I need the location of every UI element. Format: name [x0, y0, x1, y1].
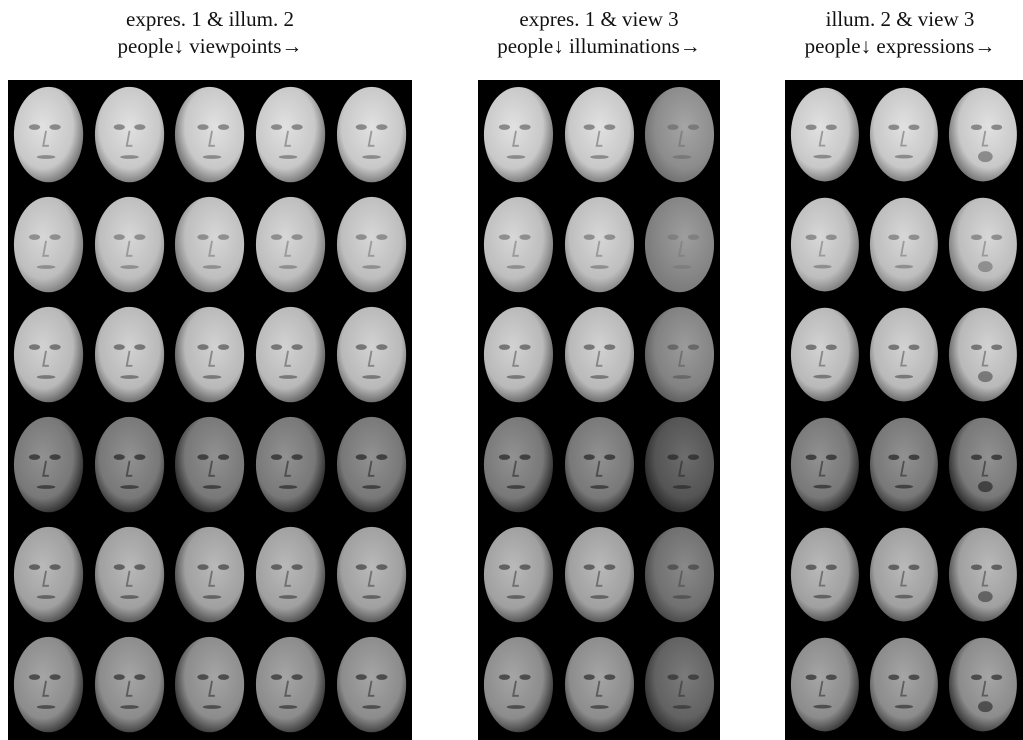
face-image-r5-c1 — [13, 527, 84, 623]
caption-expressions-line2: people↓ expressions→ — [804, 34, 996, 58]
face-image-r3-c2 — [94, 307, 164, 403]
face-image-r3-c3 — [949, 308, 1018, 402]
face-image-r4-c1 — [483, 417, 553, 513]
face-image-r3-c4 — [256, 307, 326, 403]
face-image-r6-c3 — [645, 637, 715, 733]
face-image-r1-c3 — [645, 87, 715, 183]
face-image-r5-c5 — [336, 527, 407, 623]
face-image-r3-c3 — [645, 307, 715, 403]
face-image-r5-c3 — [645, 527, 715, 623]
face-image-r2-c1 — [790, 198, 859, 292]
caption-expressions: illum. 2 & view 3 people↓ expressions→ — [777, 6, 1023, 60]
face-image-r2-c2 — [869, 198, 938, 292]
caption-illuminations: expres. 1 & view 3 people↓ illuminations… — [466, 6, 732, 60]
face-image-r2-c2 — [564, 197, 634, 293]
face-image-r3-c3 — [175, 307, 245, 403]
face-image-r1-c1 — [483, 87, 553, 183]
caption-viewpoints: expres. 1 & illum. 2 people↓ viewpoints→ — [8, 6, 412, 60]
caption-expressions-line1: illum. 2 & view 3 — [825, 7, 975, 31]
face-image-r5-c2 — [869, 528, 938, 622]
face-image-r4-c4 — [256, 417, 326, 513]
face-image-r6-c2 — [94, 637, 164, 733]
face-image-r6-c1 — [790, 638, 859, 732]
face-image-r4-c3 — [175, 417, 245, 513]
face-image-r4-c1 — [13, 417, 84, 513]
face-image-r3-c5 — [336, 307, 407, 403]
face-image-r2-c4 — [256, 197, 326, 293]
face-image-r5-c2 — [94, 527, 164, 623]
face-image-r6-c4 — [256, 637, 326, 733]
face-image-r2-c3 — [645, 197, 715, 293]
face-image-r2-c1 — [13, 197, 84, 293]
face-image-r3-c1 — [13, 307, 84, 403]
face-image-r1-c2 — [564, 87, 634, 183]
face-image-r1-c4 — [256, 87, 326, 183]
face-image-r6-c2 — [564, 637, 634, 733]
face-image-r4-c3 — [645, 417, 715, 513]
face-image-r2-c5 — [336, 197, 407, 293]
face-image-r6-c2 — [869, 638, 938, 732]
face-grid-illuminations — [478, 80, 720, 740]
face-image-r3-c1 — [790, 308, 859, 402]
face-image-r4-c2 — [564, 417, 634, 513]
face-image-r2-c2 — [94, 197, 164, 293]
caption-viewpoints-line1: expres. 1 & illum. 2 — [126, 7, 294, 31]
face-image-r1-c3 — [949, 88, 1018, 182]
face-image-r3-c1 — [483, 307, 553, 403]
caption-illuminations-line2: people↓ illuminations→ — [497, 34, 701, 58]
face-image-r2-c3 — [175, 197, 245, 293]
face-image-r2-c1 — [483, 197, 553, 293]
face-image-r5-c4 — [256, 527, 326, 623]
face-image-r1-c1 — [13, 87, 84, 183]
face-image-r3-c2 — [564, 307, 634, 403]
face-image-r4-c3 — [949, 418, 1018, 512]
face-image-r4-c5 — [336, 417, 407, 513]
face-image-r5-c1 — [790, 528, 859, 622]
face-image-r4-c1 — [790, 418, 859, 512]
face-image-r1-c2 — [869, 88, 938, 182]
face-image-r6-c1 — [483, 637, 553, 733]
face-image-r4-c2 — [94, 417, 164, 513]
face-image-r3-c2 — [869, 308, 938, 402]
face-image-r5-c1 — [483, 527, 553, 623]
caption-viewpoints-line2: people↓ viewpoints→ — [117, 34, 303, 58]
face-image-r6-c3 — [949, 638, 1018, 732]
face-image-r5-c3 — [175, 527, 245, 623]
face-image-r5-c3 — [949, 528, 1018, 622]
face-image-r4-c2 — [869, 418, 938, 512]
face-image-r1-c3 — [175, 87, 245, 183]
face-image-r6-c3 — [175, 637, 245, 733]
face-image-r6-c1 — [13, 637, 84, 733]
face-grid-expressions — [785, 80, 1023, 740]
face-image-r1-c2 — [94, 87, 164, 183]
face-image-r5-c2 — [564, 527, 634, 623]
face-grid-viewpoints — [8, 80, 412, 740]
face-image-r2-c3 — [949, 198, 1018, 292]
caption-illuminations-line1: expres. 1 & view 3 — [519, 7, 679, 31]
face-image-r1-c5 — [336, 87, 407, 183]
face-image-r1-c1 — [790, 88, 859, 182]
face-image-r6-c5 — [336, 637, 407, 733]
